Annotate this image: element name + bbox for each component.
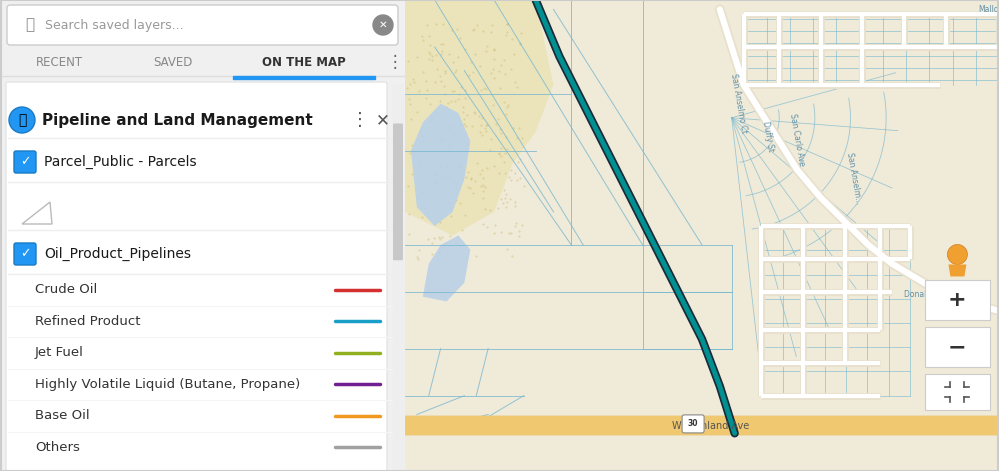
Bar — [233, 76, 375, 79]
FancyBboxPatch shape — [6, 82, 387, 471]
Bar — [393, 84, 403, 469]
Text: W Highland Ave: W Highland Ave — [672, 421, 749, 430]
Circle shape — [373, 15, 393, 35]
Text: SAVED: SAVED — [153, 56, 193, 68]
Text: Jet Fuel: Jet Fuel — [35, 346, 84, 359]
Text: Pipeline and Land Management: Pipeline and Land Management — [42, 113, 313, 128]
Text: ⌕: ⌕ — [25, 17, 35, 32]
FancyBboxPatch shape — [14, 243, 36, 265]
Polygon shape — [405, 0, 553, 236]
Text: Mallo: Mallo — [978, 5, 999, 14]
Text: San Anselm...: San Anselm... — [844, 152, 862, 204]
Text: 🌐: 🌐 — [18, 113, 26, 127]
Bar — [405, 416, 999, 434]
Text: Others: Others — [35, 441, 80, 454]
Text: Base Oil: Base Oil — [35, 409, 90, 422]
Text: Highly Volatile Liquid (Butane, Propane): Highly Volatile Liquid (Butane, Propane) — [35, 378, 301, 391]
Bar — [405, 419, 999, 431]
FancyBboxPatch shape — [925, 327, 990, 367]
Polygon shape — [22, 202, 52, 224]
Text: Crude Oil: Crude Oil — [35, 283, 97, 296]
Text: Refined Product: Refined Product — [35, 315, 141, 328]
FancyBboxPatch shape — [393, 123, 403, 260]
Text: Oil_Product_Pipelines: Oil_Product_Pipelines — [44, 247, 191, 261]
FancyBboxPatch shape — [925, 374, 990, 410]
FancyBboxPatch shape — [682, 415, 704, 433]
FancyBboxPatch shape — [7, 5, 398, 45]
FancyBboxPatch shape — [925, 280, 990, 320]
Text: ⋮: ⋮ — [351, 111, 369, 129]
Text: San Carlo Ave: San Carlo Ave — [788, 113, 806, 167]
Text: Parcel_Public - Parcels: Parcel_Public - Parcels — [44, 155, 197, 169]
Text: ⋮: ⋮ — [387, 53, 404, 71]
Text: Search saved layers...: Search saved layers... — [45, 18, 184, 32]
Text: ✕: ✕ — [379, 20, 388, 30]
Bar — [405, 416, 999, 434]
Text: ✓: ✓ — [20, 155, 30, 169]
Text: 30: 30 — [688, 419, 698, 429]
Text: Duffy St: Duffy St — [761, 121, 775, 153]
Text: +: + — [948, 290, 967, 310]
Text: San Anselmo Ct: San Anselmo Ct — [728, 73, 748, 134]
Polygon shape — [948, 265, 966, 276]
Text: −: − — [948, 337, 967, 357]
Polygon shape — [423, 236, 471, 301]
Polygon shape — [411, 104, 471, 226]
Text: ✓: ✓ — [20, 247, 30, 260]
Text: ✕: ✕ — [376, 111, 390, 129]
FancyBboxPatch shape — [14, 151, 36, 173]
Circle shape — [947, 244, 967, 265]
Circle shape — [9, 107, 35, 133]
Text: RECENT: RECENT — [35, 56, 83, 68]
Text: ON THE MAP: ON THE MAP — [262, 56, 346, 68]
Text: Donald St: Donald St — [904, 290, 941, 299]
